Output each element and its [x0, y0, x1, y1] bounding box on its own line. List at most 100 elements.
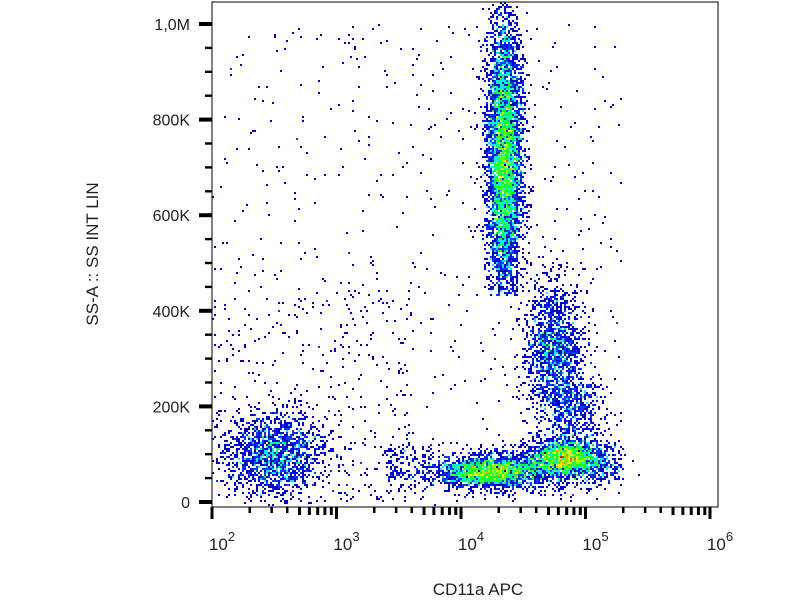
data-point — [234, 488, 236, 490]
data-point — [496, 268, 498, 270]
data-point — [508, 158, 510, 160]
data-point — [530, 464, 532, 466]
data-point — [234, 470, 236, 472]
data-point — [490, 224, 492, 226]
data-point — [276, 458, 278, 460]
data-point — [478, 452, 480, 454]
data-point — [510, 470, 512, 472]
data-point — [520, 268, 522, 270]
data-point — [564, 318, 566, 320]
data-point — [504, 36, 506, 38]
data-point — [490, 462, 492, 464]
data-point — [498, 118, 500, 120]
data-point — [496, 158, 498, 160]
data-point — [390, 476, 392, 478]
data-point — [394, 452, 396, 454]
data-point — [496, 28, 498, 30]
data-point — [572, 452, 574, 454]
data-point — [502, 258, 504, 260]
data-point — [504, 236, 506, 238]
data-point — [328, 410, 330, 412]
data-point — [284, 444, 286, 446]
data-point — [486, 120, 488, 122]
data-point — [512, 50, 514, 52]
data-point — [250, 468, 252, 470]
data-point — [456, 460, 458, 462]
data-point — [494, 68, 496, 70]
data-point — [554, 452, 556, 454]
data-point — [310, 502, 312, 504]
data-point — [514, 292, 516, 294]
data-point — [504, 138, 506, 140]
data-point — [516, 192, 518, 194]
data-point — [322, 460, 324, 462]
data-point — [610, 472, 612, 474]
data-point — [534, 458, 536, 460]
data-point — [494, 58, 496, 60]
data-point — [518, 72, 520, 74]
data-point — [496, 262, 498, 264]
data-point — [258, 458, 260, 460]
data-point — [554, 368, 556, 370]
data-point — [586, 448, 588, 450]
data-point — [250, 472, 252, 474]
data-point — [516, 150, 518, 152]
data-point — [302, 440, 304, 442]
data-point — [548, 438, 550, 440]
data-point — [504, 482, 506, 484]
data-point — [260, 474, 262, 476]
data-point — [538, 472, 540, 474]
data-point — [494, 472, 496, 474]
data-point — [486, 128, 488, 130]
data-point — [494, 190, 496, 192]
data-point — [602, 460, 604, 462]
data-point — [506, 76, 508, 78]
data-point — [504, 148, 506, 150]
data-point — [236, 440, 238, 442]
data-point — [500, 288, 502, 290]
data-point — [276, 466, 278, 468]
data-point — [502, 476, 504, 478]
data-point — [572, 494, 574, 496]
data-point — [494, 48, 496, 50]
data-point — [552, 464, 554, 466]
data-point — [504, 468, 506, 470]
data-point — [592, 376, 594, 378]
data-point — [460, 472, 462, 474]
data-point — [512, 286, 514, 288]
data-point — [576, 448, 578, 450]
data-point — [530, 450, 532, 452]
data-point — [520, 454, 522, 456]
data-point — [496, 238, 498, 240]
data-point — [498, 134, 500, 136]
data-point — [502, 228, 504, 230]
data-point — [492, 4, 494, 6]
data-point — [506, 50, 508, 52]
data-point — [540, 410, 542, 412]
data-point — [532, 440, 534, 442]
data-point — [466, 462, 468, 464]
data-point — [492, 78, 494, 80]
data-point — [516, 68, 518, 70]
data-point — [276, 416, 278, 418]
data-point — [216, 424, 218, 426]
data-point — [502, 202, 504, 204]
data-point — [450, 442, 452, 444]
data-point — [242, 448, 244, 450]
data-point — [488, 116, 490, 118]
data-point — [552, 472, 554, 474]
data-point — [278, 492, 280, 494]
data-point — [280, 460, 282, 462]
data-point — [530, 164, 532, 166]
data-point — [506, 84, 508, 86]
data-point — [508, 212, 510, 214]
data-point — [498, 174, 500, 176]
data-point — [498, 250, 500, 252]
data-point — [530, 456, 532, 458]
data-point — [270, 442, 272, 444]
data-point — [500, 262, 502, 264]
data-point — [306, 436, 308, 438]
data-point — [498, 52, 500, 54]
data-point — [480, 460, 482, 462]
data-point — [266, 418, 268, 420]
